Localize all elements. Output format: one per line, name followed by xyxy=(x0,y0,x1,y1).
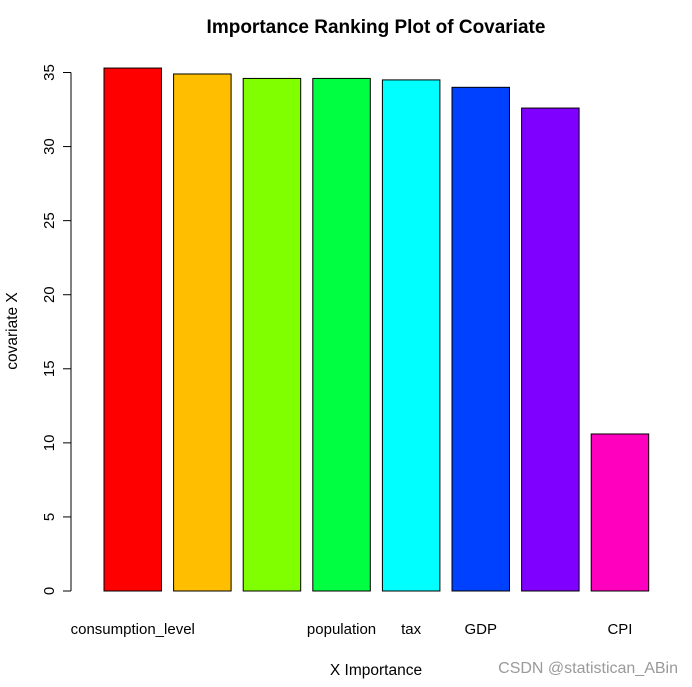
y-tick-label: 35 xyxy=(41,64,58,81)
chart-title: Importance Ranking Plot of Covariate xyxy=(207,17,546,38)
y-tick-label: 15 xyxy=(41,360,58,377)
y-tick-label: 20 xyxy=(41,286,58,303)
watermark: CSDN @statistican_ABin xyxy=(498,660,678,677)
y-tick-label: 25 xyxy=(41,212,58,229)
bar xyxy=(590,433,650,592)
x-tick-labels: consumption_level population tax GDP CPI xyxy=(71,621,633,638)
y-tick-label: 30 xyxy=(41,138,58,155)
bar xyxy=(103,67,162,592)
y-tick-label: 5 xyxy=(41,513,58,521)
y-tick-label: 10 xyxy=(41,435,58,452)
x-tick-label: GDP xyxy=(464,621,497,638)
y-tick-label: 0 xyxy=(41,587,58,595)
x-tick-label: CPI xyxy=(607,621,632,638)
x-tick-label: population xyxy=(307,621,376,638)
bars xyxy=(103,67,650,592)
bar xyxy=(451,86,510,592)
bar xyxy=(521,107,580,592)
y-axis-label: covariate X xyxy=(4,292,21,370)
x-axis-label: X Importance xyxy=(330,662,422,679)
bar xyxy=(173,73,232,592)
y-axis: 0 5 10 15 20 25 30 35 xyxy=(41,64,72,595)
x-tick-label: tax xyxy=(401,621,422,638)
x-tick-label: consumption_level xyxy=(71,621,195,638)
bar xyxy=(381,79,441,592)
bar xyxy=(312,77,371,592)
bar xyxy=(242,77,302,592)
